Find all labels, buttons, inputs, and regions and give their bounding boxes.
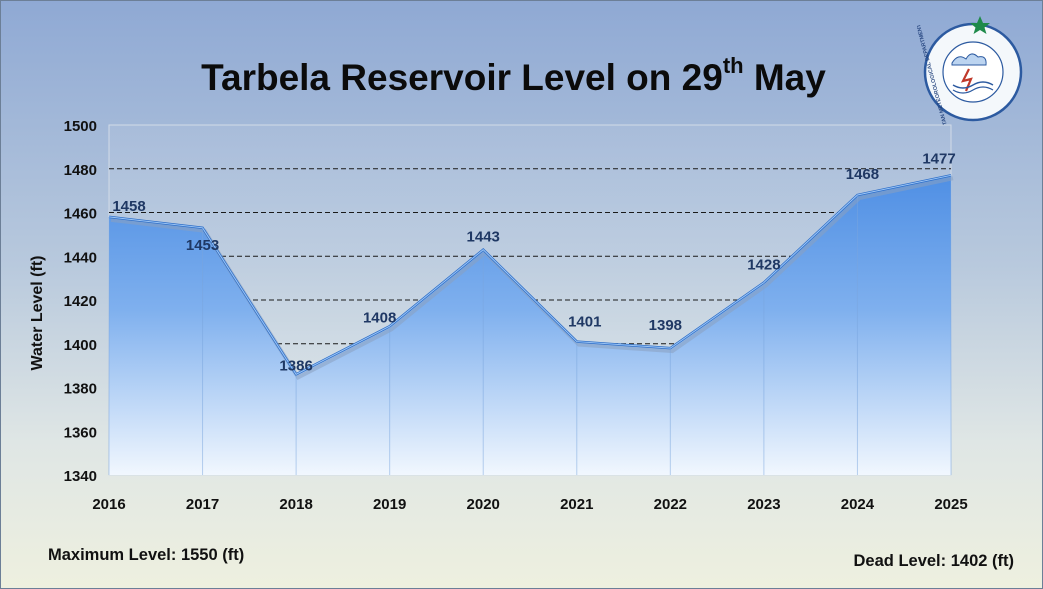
x-tick-2017: 2017	[186, 496, 219, 513]
chart-title: Tarbela Reservoir Level on 29th May	[1, 53, 1026, 99]
x-tick-2025: 2025	[934, 496, 967, 513]
x-tick-2021: 2021	[560, 496, 593, 513]
x-axis-ticks: 2016 2017 2018 2019 2020 2021 2022 2023 2024 2025	[92, 496, 967, 513]
x-tick-2019: 2019	[373, 496, 406, 513]
y-tick-1460: 1460	[64, 206, 97, 223]
data-label-2021: 1401	[568, 314, 601, 331]
data-label-2018: 1386	[279, 357, 312, 374]
x-tick-2018: 2018	[279, 496, 312, 513]
x-tick-2024: 2024	[841, 496, 875, 513]
y-tick-1440: 1440	[64, 249, 97, 266]
x-tick-2023: 2023	[747, 496, 780, 513]
pmd-logo: PAKISTAN METEOROLOGICAL DEPARTMENT	[917, 16, 1023, 125]
maximum-level-note: Maximum Level: 1550 (ft)	[48, 546, 245, 564]
series-highlight	[108, 174, 952, 376]
y-tick-1500: 1500	[64, 118, 97, 135]
data-labels: 1458 1453 1386 1408 1443 1401 1398 1428 1468 1477	[112, 150, 955, 374]
title-end: May	[743, 57, 826, 98]
title-superscript: th	[722, 53, 744, 78]
data-label-2025: 1477	[922, 150, 955, 167]
y-tick-1340: 1340	[64, 468, 97, 485]
y-tick-1380: 1380	[64, 381, 97, 398]
area-fill	[109, 175, 951, 475]
y-tick-1420: 1420	[64, 293, 97, 310]
x-tick-2016: 2016	[92, 496, 125, 513]
data-label-2016: 1458	[112, 198, 145, 215]
title-main: Tarbela Reservoir Level on 29	[201, 57, 723, 98]
y-tick-1360: 1360	[64, 424, 97, 441]
x-tick-2020: 2020	[467, 496, 500, 513]
data-label-2024: 1468	[846, 166, 879, 183]
data-label-2022: 1398	[649, 317, 682, 334]
y-axis-label: Water Level (ft)	[29, 256, 46, 371]
y-axis-ticks: 1340 1360 1380 1400 1420 1440 1460 1480 1500	[64, 118, 97, 485]
area-layer	[108, 174, 954, 475]
dead-level-note: Dead Level: 1402 (ft)	[853, 552, 1014, 570]
data-label-2017: 1453	[186, 237, 219, 254]
data-label-2020: 1443	[467, 229, 500, 246]
y-tick-1400: 1400	[64, 337, 97, 354]
data-label-2019: 1408	[363, 309, 396, 326]
x-tick-2022: 2022	[654, 496, 687, 513]
data-label-2023: 1428	[747, 257, 780, 274]
y-tick-1480: 1480	[64, 162, 97, 179]
